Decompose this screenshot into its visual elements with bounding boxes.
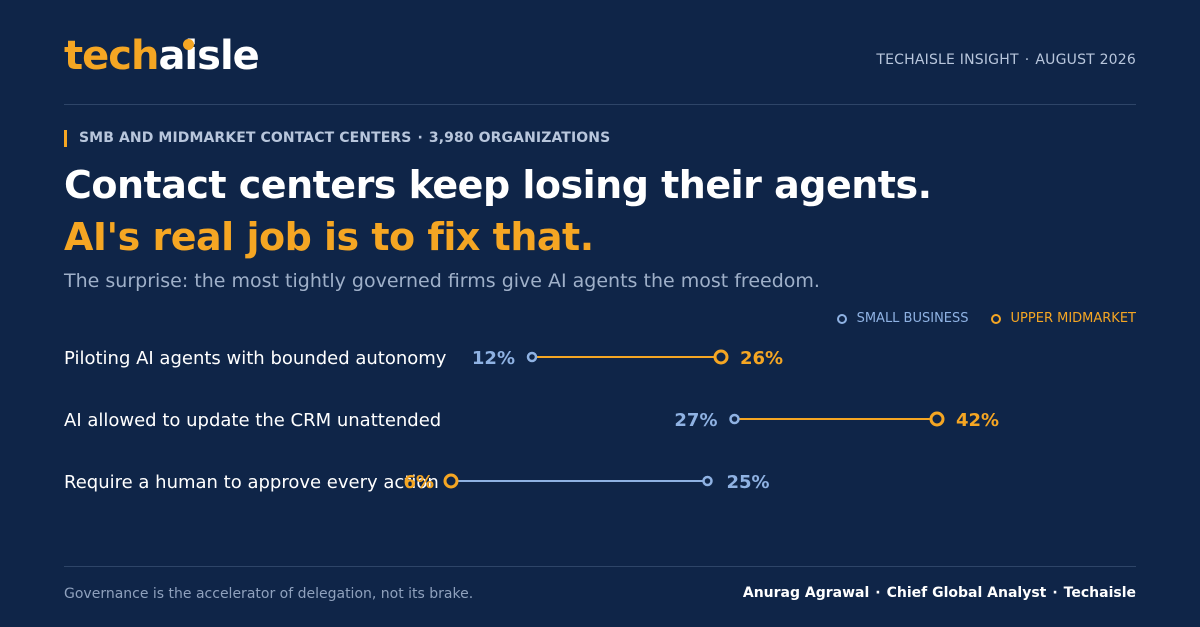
value-label-small-business: 12% bbox=[472, 348, 515, 369]
point-upper-midmarket bbox=[443, 473, 459, 489]
legend-label-small-business: SMALL BUSINESS bbox=[856, 311, 969, 326]
legend-item-upper-midmarket: UPPER MIDMARKET bbox=[990, 311, 1136, 326]
author-name: Anurag Agrawal bbox=[742, 585, 870, 601]
legend-marker-small-business-icon bbox=[836, 313, 847, 324]
value-label-upper-midmarket: 42% bbox=[956, 410, 999, 431]
header-meta: TECHAISLE INSIGHT · AUGUST 2026 bbox=[876, 52, 1136, 68]
eyebrow-sample: 3,980 ORGANIZATIONS bbox=[428, 130, 611, 146]
separator-dot: · bbox=[1024, 52, 1030, 68]
author-role: Chief Global Analyst bbox=[886, 585, 1047, 601]
header-date: AUGUST 2026 bbox=[1035, 52, 1136, 68]
row-label: Require a human to approve every action bbox=[64, 472, 439, 493]
headline-line1: Contact centers keep losing their agents… bbox=[64, 163, 932, 207]
value-label-small-business: 27% bbox=[674, 410, 717, 431]
logo-text-aisle: aisle bbox=[158, 33, 259, 79]
header-divider bbox=[64, 104, 1136, 105]
footer-byline: Anurag Agrawal · Chief Global Analyst · Tech… bbox=[743, 585, 1136, 601]
value-label-upper-midmarket: 6% bbox=[403, 472, 434, 493]
point-upper-midmarket bbox=[713, 349, 729, 365]
author-company: Techaisle bbox=[1063, 585, 1136, 601]
footer-divider bbox=[64, 566, 1136, 567]
separator-dot: · bbox=[417, 130, 423, 146]
eyebrow-segment: SMB AND MIDMARKET CONTACT CENTERS bbox=[79, 130, 412, 146]
eyebrow: SMB AND MIDMARKET CONTACT CENTERS · 3,980 … bbox=[64, 130, 610, 147]
separator-dot: · bbox=[1052, 585, 1058, 601]
logo-text-tech: tech bbox=[64, 33, 159, 79]
value-label-small-business: 25% bbox=[727, 472, 770, 493]
techaisle-logo: techaisle bbox=[64, 33, 260, 79]
legend-label-upper-midmarket: UPPER MIDMARKET bbox=[1010, 311, 1136, 326]
footer-tagline: Governance is the accelerator of delegat… bbox=[64, 586, 474, 602]
point-small-business bbox=[526, 351, 538, 363]
subtitle: The surprise: the most tightly governed … bbox=[64, 270, 820, 292]
row-label: AI allowed to update the CRM unattended bbox=[64, 410, 441, 431]
headline-line2: AI's real job is to fix that. bbox=[64, 215, 594, 259]
chart-legend: SMALL BUSINESS UPPER MIDMARKET bbox=[815, 311, 1136, 326]
point-small-business bbox=[702, 475, 713, 487]
insight-label: TECHAISLE INSIGHT bbox=[876, 52, 1019, 68]
row-label: Piloting AI agents with bounded autonomy bbox=[64, 348, 447, 369]
separator-dot: · bbox=[875, 585, 881, 601]
legend-marker-upper-midmarket-icon bbox=[990, 313, 1001, 324]
logo-dot-icon bbox=[183, 39, 194, 50]
point-small-business bbox=[729, 413, 740, 425]
value-label-upper-midmarket: 26% bbox=[740, 348, 783, 369]
point-upper-midmarket bbox=[929, 411, 945, 427]
legend-item-small-business: SMALL BUSINESS bbox=[836, 311, 969, 326]
